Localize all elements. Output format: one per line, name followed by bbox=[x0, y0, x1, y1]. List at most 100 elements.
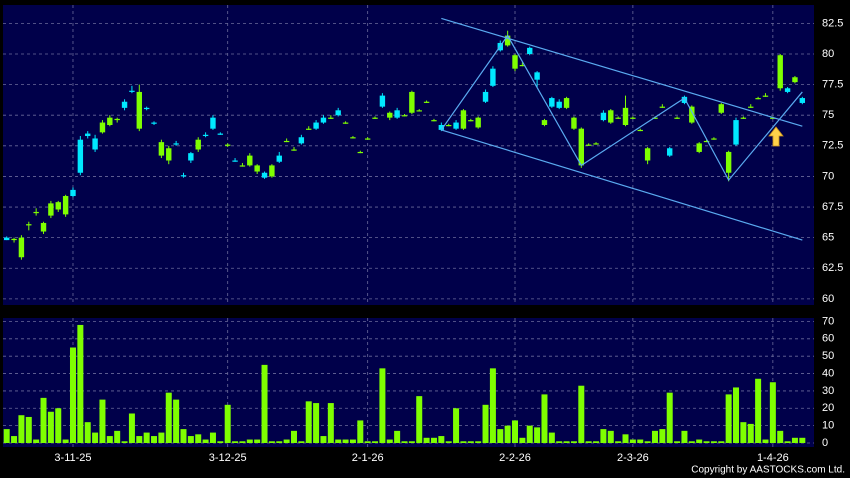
candle-body bbox=[387, 112, 393, 118]
candle-body bbox=[239, 165, 246, 167]
volume-bar bbox=[342, 439, 349, 444]
trend-line bbox=[441, 17, 803, 127]
volume-bar bbox=[239, 441, 246, 444]
volume-bar bbox=[372, 441, 379, 444]
candle-body bbox=[328, 117, 334, 119]
x-tick-label: 3-11-25 bbox=[54, 452, 91, 464]
candle-body bbox=[92, 138, 98, 150]
candle-body bbox=[630, 117, 636, 119]
volume-panel bbox=[3, 318, 814, 447]
volume-bar bbox=[651, 430, 658, 444]
candle-body bbox=[748, 106, 754, 108]
volume-bar bbox=[799, 437, 806, 444]
volume-bar bbox=[408, 441, 415, 444]
candle-body bbox=[342, 122, 349, 124]
candle-body bbox=[379, 95, 386, 107]
volume-bar bbox=[769, 382, 776, 444]
volume-bar bbox=[556, 441, 563, 444]
arrow-marker bbox=[768, 126, 784, 147]
volume-bar bbox=[733, 387, 740, 444]
volume-bar bbox=[349, 439, 356, 444]
volume-bar bbox=[504, 425, 511, 444]
candle-body bbox=[291, 149, 297, 151]
candle-body bbox=[689, 106, 695, 123]
volume-bar bbox=[114, 430, 121, 444]
candle-body bbox=[136, 91, 142, 129]
volume-bar bbox=[180, 429, 187, 444]
volume-bar bbox=[364, 441, 371, 444]
candle-body bbox=[541, 120, 548, 125]
candle-body bbox=[777, 55, 783, 89]
candle-body bbox=[33, 211, 39, 214]
volume-bar bbox=[541, 394, 548, 444]
volume-bar bbox=[202, 439, 209, 444]
candle-body bbox=[504, 35, 511, 46]
candle-body bbox=[556, 101, 562, 108]
candle-body bbox=[364, 138, 371, 140]
candle-body bbox=[519, 65, 526, 67]
volume-bar bbox=[224, 404, 231, 444]
y-tick-label: 82.5 bbox=[822, 17, 843, 29]
candle-body bbox=[681, 96, 688, 103]
candle-body bbox=[755, 98, 761, 100]
candle-body bbox=[99, 122, 106, 133]
volume-tick-label: 30 bbox=[822, 385, 834, 397]
volume-bar bbox=[666, 392, 673, 444]
volume-bar bbox=[526, 425, 533, 444]
candle-body bbox=[107, 117, 113, 125]
candle-body bbox=[269, 165, 275, 177]
volume-bar bbox=[674, 441, 681, 444]
candle-body bbox=[593, 143, 599, 145]
volume-bar bbox=[696, 439, 703, 444]
volume-bar bbox=[158, 432, 165, 444]
trend-line bbox=[440, 34, 803, 182]
candle-body bbox=[202, 134, 209, 137]
candle-body bbox=[70, 189, 76, 197]
candle-body bbox=[733, 120, 739, 145]
candle-body bbox=[247, 155, 253, 166]
copyright: Copyright by AASTOCKS.com Ltd. bbox=[691, 465, 845, 476]
candle-body bbox=[121, 101, 128, 108]
candle-body bbox=[644, 148, 651, 161]
volume-bar bbox=[268, 441, 275, 444]
volume-bar bbox=[55, 408, 62, 444]
candle-body bbox=[114, 118, 120, 121]
plot-layer: 60 62.5 65 67.5 70 72.5 75 77.5 80 82.5 0 10 20 30 40 5… bbox=[3, 5, 843, 464]
volume-bar bbox=[386, 439, 393, 444]
volume-bar bbox=[18, 415, 25, 444]
candle-body bbox=[158, 142, 165, 156]
candle-body bbox=[129, 90, 135, 92]
volume-bar bbox=[475, 441, 482, 444]
volume-tick-label: 60 bbox=[822, 333, 834, 345]
candle-body bbox=[674, 117, 680, 119]
volume-bar bbox=[84, 422, 91, 444]
candle-body bbox=[549, 98, 555, 107]
candle-body bbox=[11, 238, 17, 241]
candle-body bbox=[143, 107, 150, 110]
volume-bar bbox=[489, 368, 496, 444]
volume-bar bbox=[320, 436, 327, 444]
volume-bar bbox=[313, 403, 320, 444]
volume-bar bbox=[497, 429, 504, 444]
y-tick-label: 77.5 bbox=[822, 78, 843, 90]
y-tick-label: 70 bbox=[822, 170, 834, 182]
x-tick-label: 2-1-26 bbox=[352, 452, 384, 464]
candle-body bbox=[438, 125, 445, 130]
volume-bar bbox=[254, 439, 261, 444]
x-tick-label: 3-12-25 bbox=[209, 452, 247, 464]
candle-body bbox=[637, 129, 643, 132]
y-tick-label: 75 bbox=[822, 109, 834, 121]
candle-body bbox=[173, 143, 179, 145]
volume-tick-label: 0 bbox=[822, 437, 828, 449]
candle-body bbox=[475, 117, 481, 128]
volume-bar bbox=[622, 434, 629, 444]
x-tick-label: 2-3-26 bbox=[617, 452, 649, 464]
candle-body bbox=[166, 148, 172, 161]
y-tick-label: 65 bbox=[822, 232, 834, 244]
volume-bar bbox=[298, 441, 305, 444]
candle-body bbox=[667, 148, 673, 156]
volume-bar bbox=[246, 439, 253, 444]
volume-bar bbox=[570, 441, 577, 444]
candle-body bbox=[659, 106, 666, 108]
